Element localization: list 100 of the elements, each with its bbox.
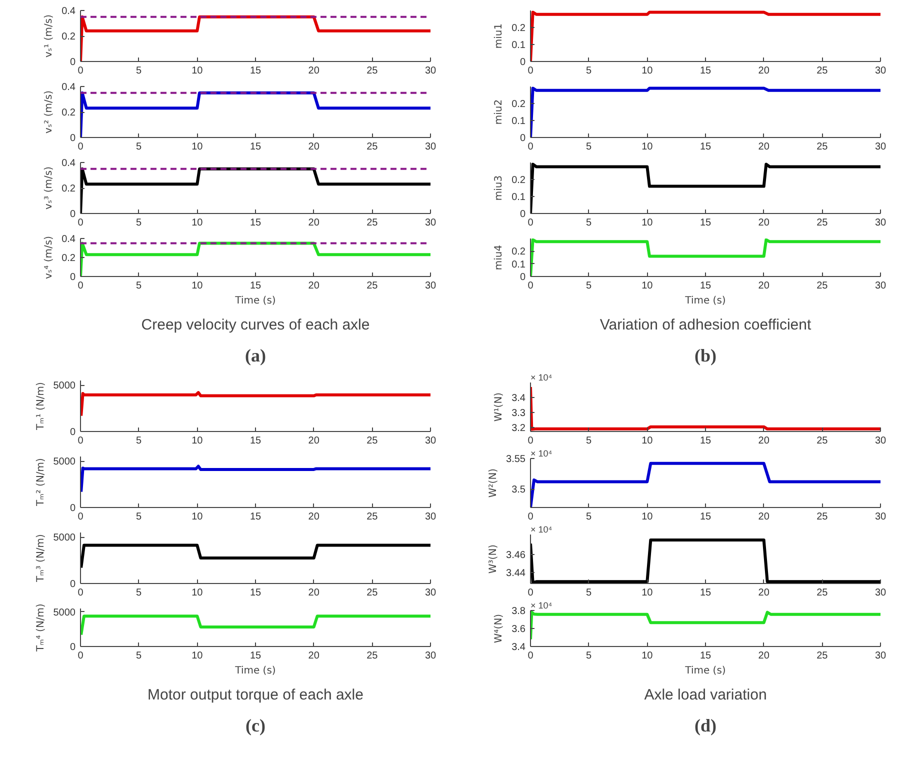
y-tick-label: 0.1 <box>512 192 526 203</box>
y-axis-title: vₛ¹ (m/s) <box>44 14 55 58</box>
y-axis-title: Tₘ² (N/m) <box>35 458 46 507</box>
annotation: × 10⁴ <box>530 600 552 610</box>
x-tick-label: 20 <box>758 66 770 76</box>
line-series <box>80 391 430 418</box>
y-tick-label: 0 <box>520 209 526 220</box>
text: (a) <box>245 346 266 366</box>
x-tick-label: 5 <box>136 66 142 76</box>
x-tick-label: 30 <box>874 512 886 522</box>
y-tick-label: 0.2 <box>512 23 526 34</box>
x-tick-label: 20 <box>758 280 770 292</box>
y-tick-label: 0.1 <box>512 40 526 51</box>
y-tick-label: 0.4 <box>62 158 76 169</box>
x-tick-label: 10 <box>642 218 654 228</box>
x-tick-label: 15 <box>250 650 262 662</box>
line-series <box>530 538 880 584</box>
y-tick-label: 3.44 <box>506 568 526 580</box>
x-tick-label: 10 <box>642 650 654 662</box>
x-tick-label: 20 <box>758 142 770 152</box>
x-axis-title: Time (s) <box>234 666 276 676</box>
annotation: × 10⁴ <box>530 372 552 382</box>
x-tick-label: 20 <box>758 650 770 662</box>
x-tick-label: 25 <box>816 142 828 152</box>
x-tick-label: 15 <box>250 280 262 292</box>
x-tick-label: 25 <box>816 650 828 662</box>
y-tick-label: 3.4 <box>512 393 526 404</box>
y-axis-title: vₛ⁴ (m/s) <box>44 236 55 279</box>
line-series <box>530 462 880 508</box>
x-tick-label: 20 <box>308 66 320 76</box>
y-tick-label: 3.4 <box>512 642 526 653</box>
y-tick-label: 0.4 <box>62 6 76 17</box>
x-tick-label: 30 <box>424 142 436 152</box>
x-tick-label: 10 <box>192 650 204 662</box>
x-tick-label: 25 <box>366 280 378 292</box>
x-tick-label: 15 <box>250 66 262 76</box>
x-tick-label: 15 <box>700 280 712 292</box>
x-tick-label: 0 <box>528 280 534 292</box>
x-tick-label: 5 <box>586 436 592 446</box>
y-axis-title: W²(N) <box>488 468 500 498</box>
x-tick-label: 0 <box>78 280 84 292</box>
y-axis-title: vₛ² (m/s) <box>44 90 55 134</box>
y-axis-title: miu1 <box>494 23 505 49</box>
y-tick-label: 0 <box>70 427 76 438</box>
y-tick-label: 0.2 <box>62 253 76 264</box>
y-axis-title: miu3 <box>494 175 505 201</box>
x-tick-label: 25 <box>816 588 828 598</box>
y-tick-label: 5000 <box>53 607 76 618</box>
x-tick-label: 10 <box>642 512 654 522</box>
y-tick-label: 0 <box>70 579 76 590</box>
x-tick-label: 5 <box>136 436 142 446</box>
x-tick-label: 10 <box>192 142 204 152</box>
y-axis-title: W¹(N) <box>494 392 505 422</box>
y-axis-title: Tₘ³ (N/m) <box>35 534 46 583</box>
y-tick-label: 0.4 <box>62 234 76 245</box>
x-tick-label: 20 <box>758 588 770 598</box>
x-tick-label: 20 <box>308 588 320 598</box>
y-tick-label: 3.2 <box>512 423 526 434</box>
y-tick-label: 0.2 <box>62 32 76 42</box>
line-series <box>530 610 880 641</box>
y-axis-title: miu2 <box>494 99 505 125</box>
y-tick-label: 0 <box>70 642 76 653</box>
x-tick-label: 25 <box>816 512 828 522</box>
x-tick-label: 0 <box>528 218 534 228</box>
x-tick-label: 0 <box>78 512 84 522</box>
x-tick-label: 25 <box>816 280 828 292</box>
x-tick-label: 15 <box>700 650 712 662</box>
x-axis-title: Time (s) <box>684 296 726 306</box>
x-tick-label: 5 <box>136 142 142 152</box>
line-series <box>530 386 880 431</box>
x-tick-label: 0 <box>528 588 534 598</box>
x-tick-label: 20 <box>758 512 770 522</box>
x-tick-label: 10 <box>642 436 654 446</box>
line-series <box>530 162 880 214</box>
y-tick-label: 3.6 <box>512 624 526 635</box>
y-tick-label: 0 <box>520 57 526 68</box>
x-tick-label: 30 <box>874 588 886 598</box>
line-series <box>530 238 880 276</box>
x-tick-label: 5 <box>586 588 592 598</box>
y-tick-label: 0.2 <box>512 99 526 110</box>
x-tick-label: 15 <box>700 142 712 152</box>
x-tick-label: 0 <box>78 218 84 228</box>
x-tick-label: 0 <box>528 650 534 662</box>
x-tick-label: 20 <box>308 218 320 228</box>
x-tick-label: 25 <box>816 218 828 228</box>
y-tick-label: 0.2 <box>512 175 526 186</box>
x-tick-label: 25 <box>366 66 378 76</box>
x-tick-label: 30 <box>874 66 886 76</box>
x-tick-label: 25 <box>366 436 378 446</box>
text: Variation of adhesion coefficient <box>600 316 812 334</box>
y-tick-label: 5000 <box>53 456 76 468</box>
y-tick-label: 0.2 <box>62 184 76 194</box>
x-tick-label: 0 <box>528 66 534 76</box>
y-tick-label: 0 <box>70 503 76 514</box>
x-tick-label: 15 <box>250 218 262 228</box>
x-tick-label: 30 <box>874 218 886 228</box>
y-tick-label: 5000 <box>53 380 76 392</box>
x-tick-label: 0 <box>528 142 534 152</box>
y-tick-label: 5000 <box>53 532 76 544</box>
y-tick-label: 0 <box>70 133 76 144</box>
